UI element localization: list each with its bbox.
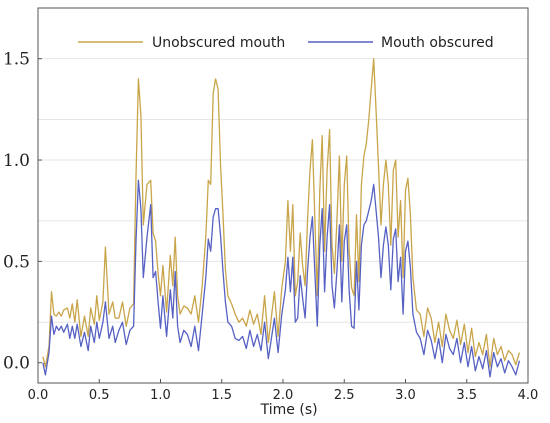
x-axis: 0.0 0.5 1.0 1.5 2.0 2.5 3.0 3.5 4.0 — [28, 379, 539, 403]
y-tick-label: 1.0 — [3, 151, 30, 171]
x-tick-label: 3.0 — [395, 388, 416, 403]
y-tick-label: 0.5 — [3, 252, 30, 272]
plot-frame — [37, 7, 529, 384]
x-axis-label: Time (s) — [260, 402, 318, 418]
x-tick-label: 3.5 — [456, 388, 477, 403]
y-axis: 0.0 0.5 1.0 1.5 — [3, 50, 42, 374]
x-tick-label: 2.5 — [334, 388, 355, 403]
x-tick-label: 1.0 — [150, 388, 171, 403]
legend-label-obscured: Mouth obscured — [381, 35, 494, 51]
legend: Unobscured mouth Mouth obscured — [78, 35, 494, 51]
grid-lines — [38, 58, 528, 323]
x-tick-label: 1.5 — [211, 388, 232, 403]
series-line-unobscured — [42, 58, 521, 368]
x-tick-label: 4.0 — [518, 388, 539, 403]
y-tick-label: 1.5 — [3, 50, 30, 70]
x-tick-label: 0.5 — [89, 388, 110, 403]
series-layer — [42, 58, 521, 378]
x-tick-label: 2.0 — [273, 388, 294, 403]
x-tick-label: 0.0 — [28, 388, 49, 403]
series-line-obscured — [42, 179, 521, 378]
y-tick-label: 0.0 — [3, 354, 30, 374]
legend-label-unobscured: Unobscured mouth — [152, 35, 285, 51]
